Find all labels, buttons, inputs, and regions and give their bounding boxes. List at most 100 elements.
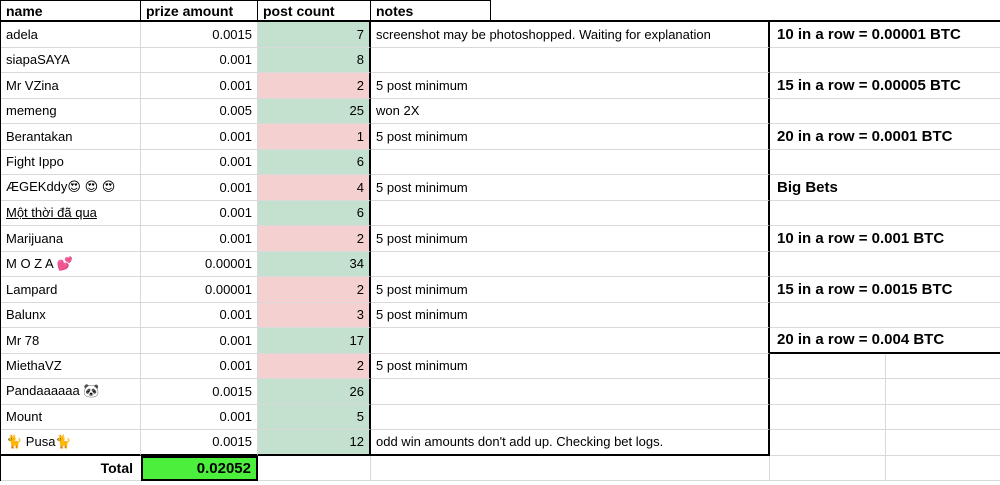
post-count-cell[interactable]: 3 [258, 302, 371, 328]
note-cell[interactable]: 5 post minimum [371, 277, 770, 303]
post-count-cell[interactable]: 1 [258, 124, 371, 150]
player-name-cell[interactable]: MiethaVZ [1, 353, 141, 379]
column-header-prize-amount[interactable]: prize amount [141, 0, 258, 22]
post-count-cell[interactable]: 6 [258, 149, 371, 175]
player-name-cell[interactable]: Mount [1, 404, 141, 430]
player-name-cell[interactable]: ÆGEKddy😍 😍 😍 [1, 175, 141, 201]
note-cell[interactable]: 5 post minimum [371, 226, 770, 252]
player-name-cell[interactable]: adela [1, 22, 141, 48]
player-name-cell[interactable]: memeng [1, 98, 141, 124]
empty-cell[interactable] [770, 353, 886, 379]
note-cell[interactable]: 5 post minimum [371, 124, 770, 150]
prize-amount-cell[interactable]: 0.001 [141, 353, 258, 379]
payout-cell[interactable]: 20 in a row = 0.0001 BTC [770, 124, 1000, 150]
column-header-notes[interactable]: notes [371, 0, 491, 22]
player-name-cell[interactable]: Mr 78 [1, 328, 141, 354]
player-name-cell[interactable]: Marijuana [1, 226, 141, 252]
player-name-cell[interactable]: 🐈 Pusa🐈 [1, 430, 141, 456]
post-count-cell[interactable]: 2 [258, 226, 371, 252]
prize-amount-cell[interactable]: 0.001 [141, 302, 258, 328]
payout-cell[interactable]: 20 in a row = 0.004 BTC [770, 328, 1000, 354]
big-bets-header-cell[interactable]: Big Bets [770, 175, 1000, 201]
note-cell[interactable] [371, 149, 770, 175]
payout-cell[interactable] [770, 251, 1000, 277]
empty-cell[interactable] [770, 404, 886, 430]
prize-amount-cell[interactable]: 0.001 [141, 124, 258, 150]
post-count-cell[interactable]: 2 [258, 353, 371, 379]
prize-amount-cell[interactable]: 0.001 [141, 328, 258, 354]
post-count-cell[interactable]: 4 [258, 175, 371, 201]
post-count-cell[interactable]: 25 [258, 98, 371, 124]
prize-amount-cell[interactable]: 0.001 [141, 200, 258, 226]
empty-cell[interactable] [258, 455, 371, 481]
prize-amount-cell[interactable]: 0.0015 [141, 379, 258, 405]
prize-amount-cell[interactable]: 0.001 [141, 47, 258, 73]
note-cell[interactable] [371, 379, 770, 405]
prize-amount-cell[interactable]: 0.001 [141, 175, 258, 201]
post-count-cell[interactable]: 17 [258, 328, 371, 354]
prize-amount-cell[interactable]: 0.001 [141, 404, 258, 430]
prize-amount-cell[interactable]: 0.001 [141, 226, 258, 252]
header-spacer-cell[interactable] [491, 0, 770, 22]
note-cell[interactable] [371, 200, 770, 226]
prize-amount-cell[interactable]: 0.005 [141, 98, 258, 124]
payout-cell[interactable] [770, 200, 1000, 226]
empty-cell[interactable] [886, 455, 1000, 481]
player-name-cell[interactable]: siapaSAYA [1, 47, 141, 73]
player-name-cell[interactable]: Mr VZina [1, 73, 141, 99]
empty-cell[interactable] [770, 430, 886, 456]
note-cell[interactable]: 5 post minimum [371, 73, 770, 99]
post-count-cell[interactable]: 12 [258, 430, 371, 456]
header-spacer-cell[interactable] [770, 0, 1000, 22]
post-count-cell[interactable]: 7 [258, 22, 371, 48]
player-name-cell[interactable]: Một thời đã qua [1, 200, 141, 226]
prize-amount-cell[interactable]: 0.00001 [141, 251, 258, 277]
empty-cell[interactable] [770, 379, 886, 405]
post-count-cell[interactable]: 8 [258, 47, 371, 73]
note-cell[interactable]: 5 post minimum [371, 302, 770, 328]
note-cell[interactable] [371, 251, 770, 277]
post-count-cell[interactable]: 26 [258, 379, 371, 405]
note-cell[interactable] [371, 47, 770, 73]
player-name-cell[interactable]: Balunx [1, 302, 141, 328]
prize-amount-cell[interactable]: 0.0015 [141, 430, 258, 456]
player-name-cell[interactable]: Lampard [1, 277, 141, 303]
player-name-cell[interactable]: M O Z A 💕 [1, 251, 141, 277]
empty-cell[interactable] [770, 455, 886, 481]
note-cell[interactable]: screenshot may be photoshopped. Waiting … [371, 22, 770, 48]
note-cell[interactable]: 5 post minimum [371, 353, 770, 379]
payout-cell[interactable]: 15 in a row = 0.0015 BTC [770, 277, 1000, 303]
prize-amount-cell[interactable]: 0.0015 [141, 22, 258, 48]
note-cell[interactable]: 5 post minimum [371, 175, 770, 201]
empty-cell[interactable] [886, 430, 1000, 456]
payout-cell[interactable]: 15 in a row = 0.00005 BTC [770, 73, 1000, 99]
empty-cell[interactable] [886, 353, 1000, 379]
payout-cell[interactable] [770, 98, 1000, 124]
total-value-cell[interactable]: 0.02052 [141, 455, 258, 481]
prize-amount-cell[interactable]: 0.00001 [141, 277, 258, 303]
payout-cell[interactable] [770, 47, 1000, 73]
payout-cell[interactable] [770, 149, 1000, 175]
total-label-cell[interactable]: Total [1, 455, 141, 481]
empty-cell[interactable] [371, 455, 770, 481]
payout-cell[interactable]: 10 in a row = 0.001 BTC [770, 226, 1000, 252]
player-name-cell[interactable]: Fight Ippo [1, 149, 141, 175]
post-count-cell[interactable]: 2 [258, 73, 371, 99]
post-count-cell[interactable]: 6 [258, 200, 371, 226]
player-name-cell[interactable]: Berantakan [1, 124, 141, 150]
column-header-name[interactable]: name [1, 0, 141, 22]
post-count-cell[interactable]: 5 [258, 404, 371, 430]
note-cell[interactable] [371, 328, 770, 354]
prize-amount-cell[interactable]: 0.001 [141, 73, 258, 99]
note-cell[interactable]: odd win amounts don't add up. Checking b… [371, 430, 770, 456]
post-count-cell[interactable]: 34 [258, 251, 371, 277]
payout-cell[interactable] [770, 302, 1000, 328]
note-cell[interactable]: won 2X [371, 98, 770, 124]
prize-amount-cell[interactable]: 0.001 [141, 149, 258, 175]
column-header-post-count[interactable]: post count [258, 0, 371, 22]
player-name-cell[interactable]: Pandaaaaaa 🐼 [1, 379, 141, 405]
post-count-cell[interactable]: 2 [258, 277, 371, 303]
empty-cell[interactable] [886, 404, 1000, 430]
payout-cell[interactable]: 10 in a row = 0.00001 BTC [770, 22, 1000, 48]
empty-cell[interactable] [886, 379, 1000, 405]
